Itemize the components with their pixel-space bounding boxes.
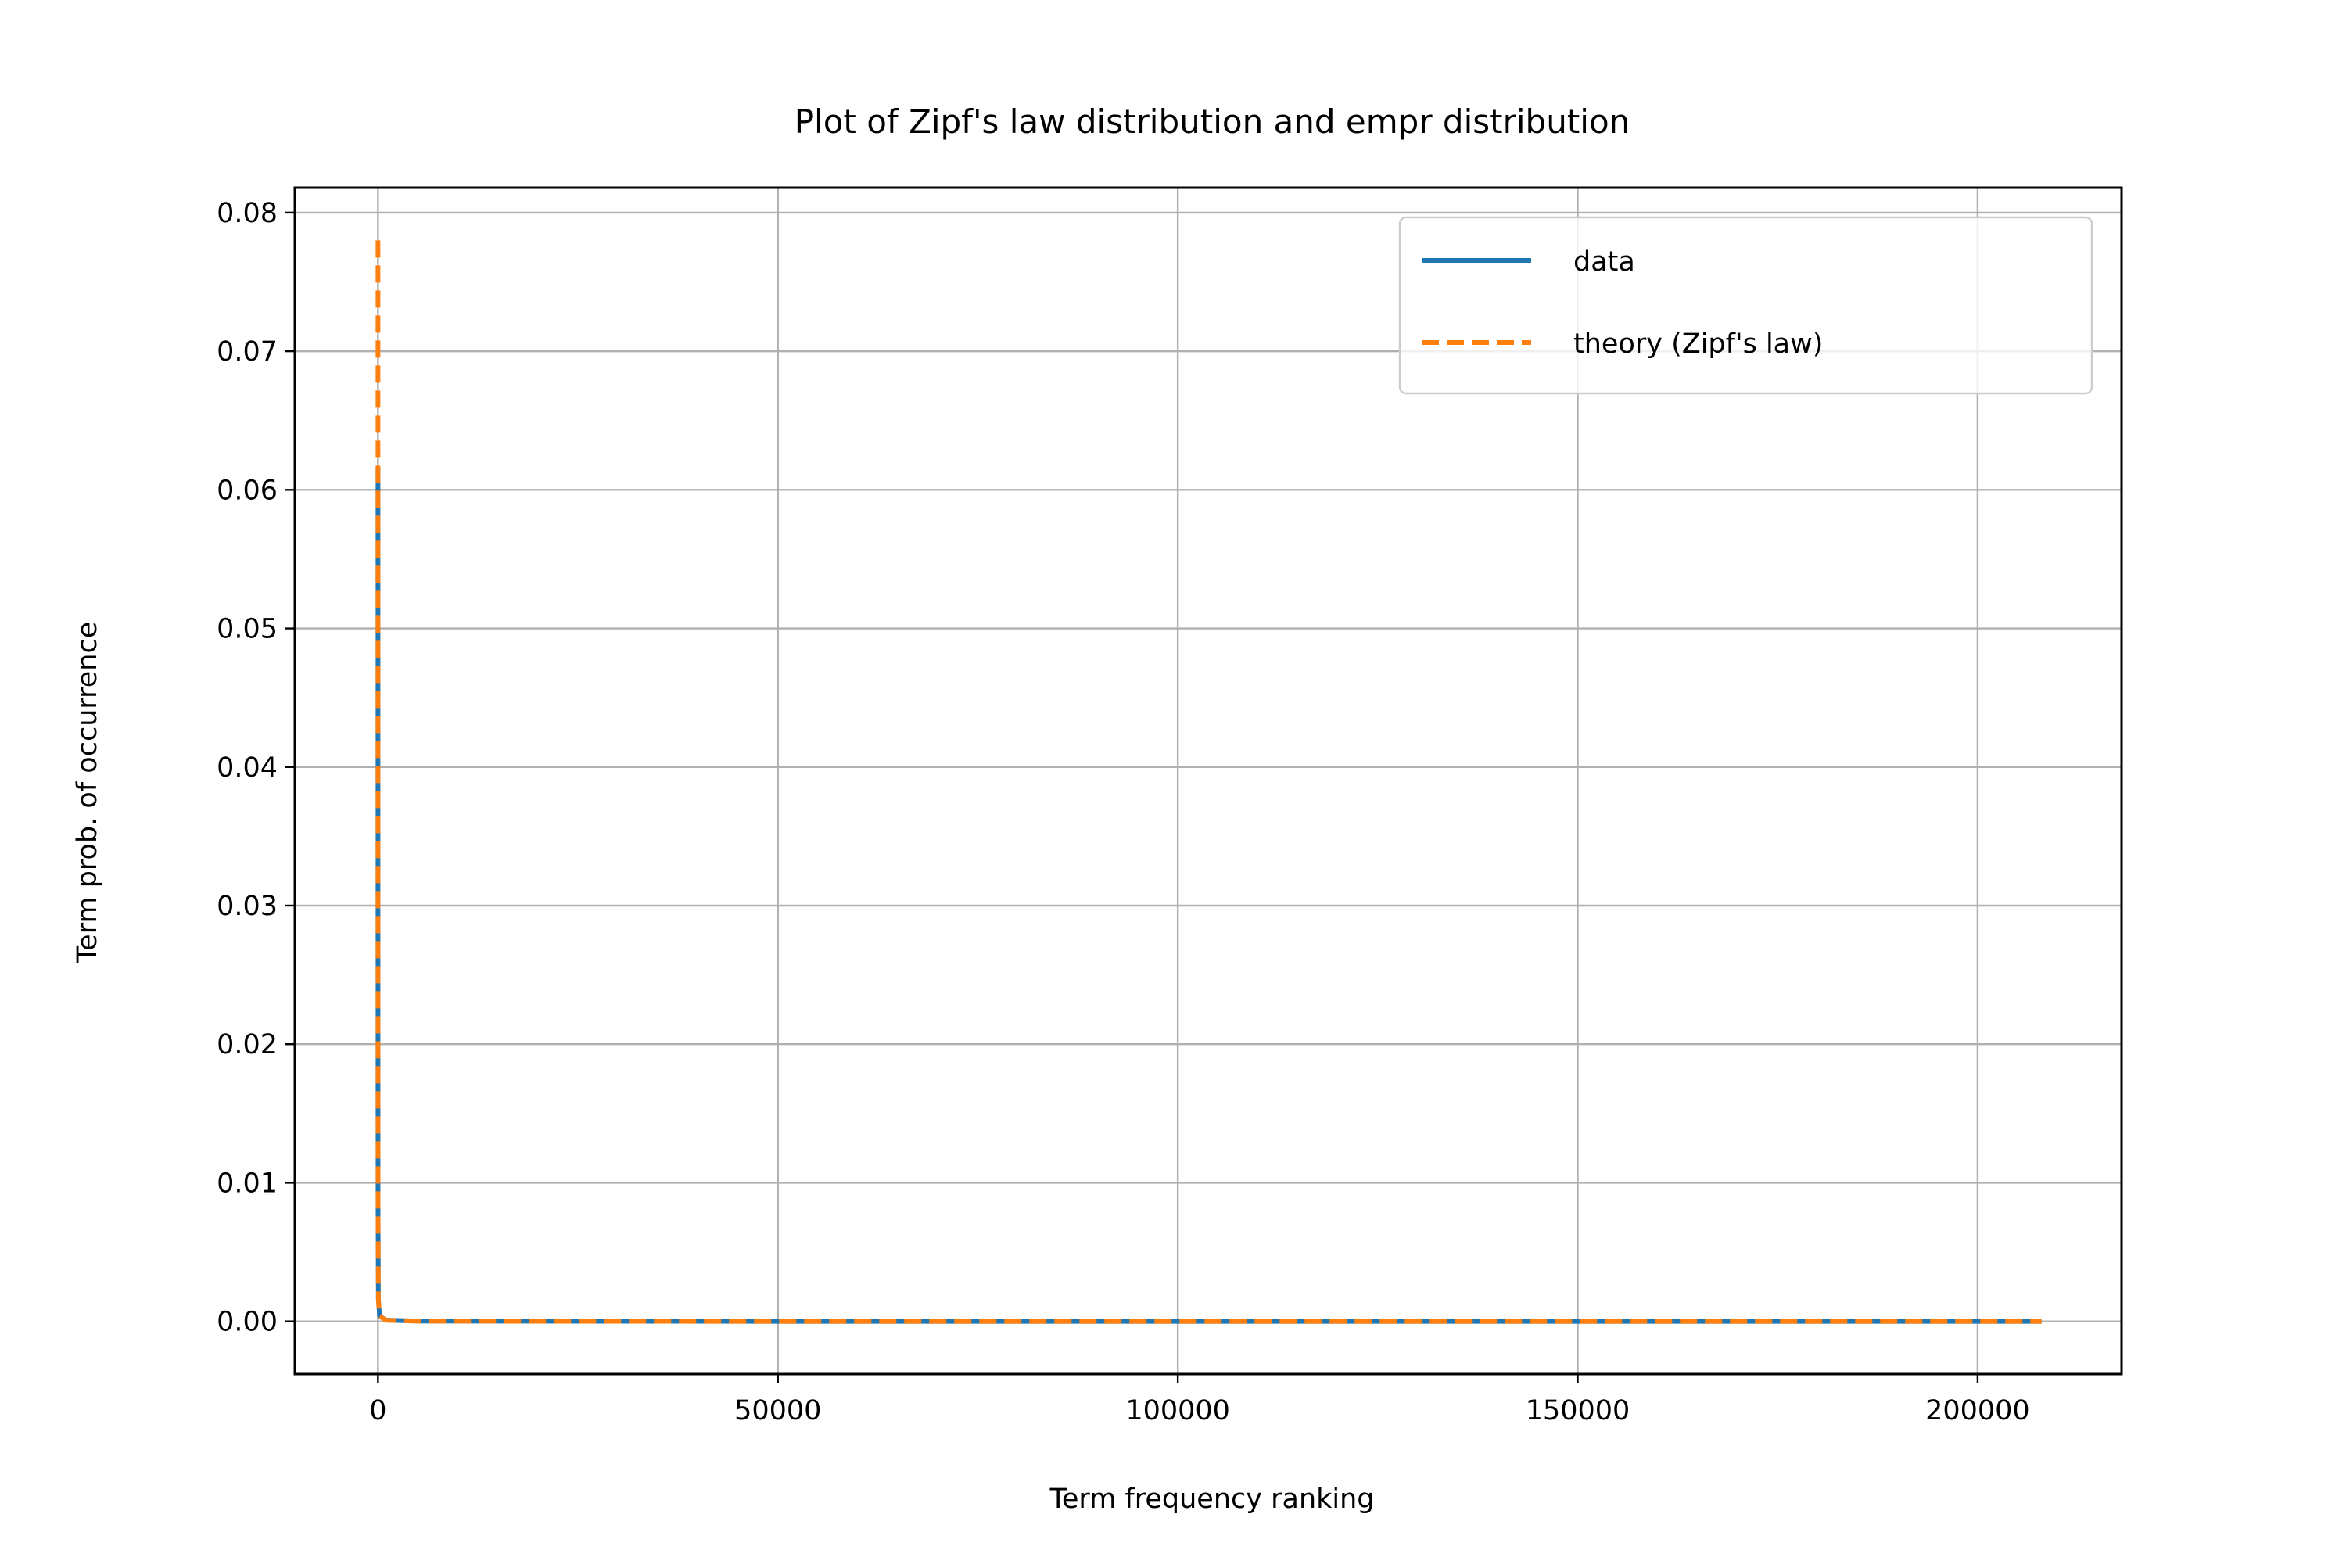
legend: data theory (Zipf's law) (1398, 216, 2093, 395)
plot-frame (293, 186, 2123, 1376)
y-tick-label: 0.05 (217, 614, 278, 645)
y-tick-label: 0.07 (217, 336, 278, 368)
x-tick-label: 200000 (1925, 1395, 2030, 1426)
legend-data-label: data (1573, 246, 1635, 278)
y-tick-label: 0.02 (217, 1029, 278, 1060)
theory-series-line (375, 240, 2042, 1324)
y-tick-label: 0.04 (217, 752, 278, 784)
axis-ticks: 0 50000 100000 150000 200000 0.00 0.01 0.02 0.03… (217, 198, 2030, 1426)
y-tick-label: 0.08 (217, 198, 278, 229)
y-tick-label: 0.01 (217, 1168, 278, 1199)
x-tick-label: 0 (369, 1395, 386, 1426)
legend-theory-label: theory (Zipf's law) (1573, 328, 1823, 360)
x-axis-label: Term frequency ranking (1049, 1484, 1374, 1515)
y-axis-label: Term prob. of occurrence (72, 622, 103, 964)
x-tick-label: 100000 (1125, 1395, 1230, 1426)
y-tick-label: 0.06 (217, 475, 278, 506)
series-lines (375, 240, 2042, 1324)
legend-box (1398, 216, 2093, 395)
chart-title: Plot of Zipf's law distribution and empr… (795, 102, 1630, 141)
y-tick-label: 0.00 (217, 1307, 278, 1338)
x-tick-label: 150000 (1526, 1395, 1630, 1426)
grid-lines (295, 188, 2122, 1374)
y-tick-label: 0.03 (217, 891, 278, 922)
x-tick-label: 50000 (734, 1395, 821, 1426)
plot-frame-border (293, 186, 2123, 1376)
